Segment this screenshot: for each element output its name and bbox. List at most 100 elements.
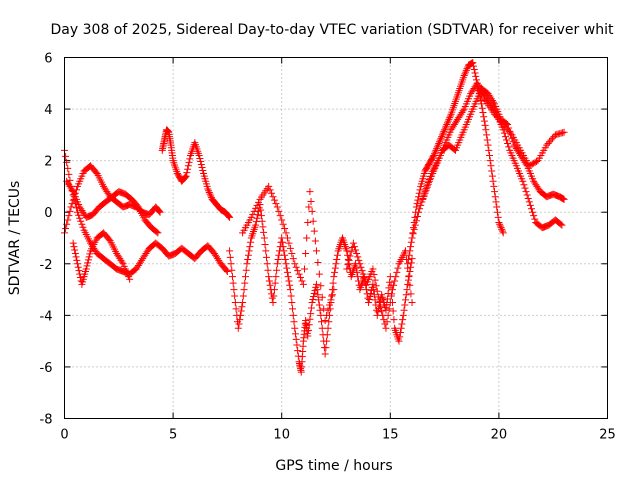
data-point-interp [320,305,328,313]
data-point-interp [240,286,248,294]
data-point [519,177,527,185]
data-point-interp [71,246,79,254]
data-point-interp [323,337,331,345]
data-point [499,229,507,237]
data-point-interp [504,139,512,147]
data-point [306,188,314,196]
data-marks [61,59,568,376]
data-point-interp [155,206,163,214]
data-point-interp [183,169,191,177]
data-point-interp [316,306,324,314]
data-point-interp [284,273,292,281]
data-point-interp [231,298,239,306]
data-point [69,239,77,247]
data-point-interp [354,253,362,261]
data-point-interp [298,277,306,285]
data-point-interp [416,186,424,194]
data-point [486,157,494,165]
data-point-interp [261,240,269,248]
data-point-interp [354,273,362,281]
data-point-interp [227,260,235,268]
data-point [265,182,273,190]
data-point-interp [548,134,556,142]
data-point-interp [301,265,309,273]
data-point-interp [305,203,313,211]
data-point-interp [287,292,295,300]
data-point-interp [333,251,341,259]
data-point-interp [281,255,289,263]
data-point-interp [268,189,276,197]
data-point-interp [527,161,535,169]
data-point-interp [231,292,239,300]
data-point-interp [470,62,478,70]
data-point-interp [377,303,385,311]
data-point-interp [484,141,492,149]
data-point-interp [462,68,470,76]
data-point-interp [406,281,414,289]
data-point-interp [199,167,207,175]
data-point-interp [315,301,323,309]
data-point-interp [245,247,253,255]
data-point-interp [310,227,318,235]
series-track-f [226,200,347,376]
data-point-interp [446,114,454,122]
data-point-interp [262,247,270,255]
data-point-interp [332,260,340,268]
data-point-interp [527,205,535,213]
data-point-interp [307,310,315,318]
data-point-interp [410,225,418,233]
data-point-interp [386,278,394,286]
data-point-interp [307,197,315,205]
x-tick-label: 25 [599,428,616,443]
data-point [282,260,290,268]
data-point-interp [472,72,480,80]
data-point [312,280,320,288]
data-point [365,298,373,306]
data-point-interp [196,154,204,162]
data-point [260,234,268,242]
data-point-interp [323,311,331,319]
data-point-interp [323,331,331,339]
data-point [495,219,503,227]
y-tick-label: 4 [44,103,52,118]
data-point-interp [273,266,281,274]
data-point-interp [420,192,428,200]
data-point-interp [526,201,534,209]
data-point-interp [242,266,250,274]
data-point-interp [286,244,294,252]
data-point-interp [445,115,453,123]
data-point-interp [327,296,335,304]
data-point-interp [329,279,337,287]
data-point-interp [64,164,72,172]
data-point-interp [266,281,274,289]
data-point-interp [396,333,404,341]
data-point-interp [205,187,213,195]
data-point-interp [314,291,322,299]
data-point-interp [71,249,79,257]
data-point [230,286,238,294]
data-point-interp [358,267,366,275]
data-point-interp [497,224,505,232]
data-point-interp [533,158,541,166]
data-point-interp [366,292,374,300]
data-point [543,141,551,149]
data-point-interp [224,212,232,220]
data-point-interp [247,238,255,246]
data-point-interp [492,198,500,206]
data-point-interp [523,191,531,199]
data-point-interp [521,184,529,192]
data-point-interp [281,225,289,233]
y-tick-label: -4 [40,309,53,324]
data-point [182,172,190,180]
data-point-interp [496,220,504,228]
data-point [269,298,277,306]
data-point-interp [324,306,332,314]
data-point-interp [290,318,298,326]
data-point [195,151,203,159]
data-point-interp [239,292,247,300]
data-point-interp [186,155,194,163]
data-point [74,260,82,268]
data-point [234,324,242,332]
data-point-interp [393,268,401,276]
